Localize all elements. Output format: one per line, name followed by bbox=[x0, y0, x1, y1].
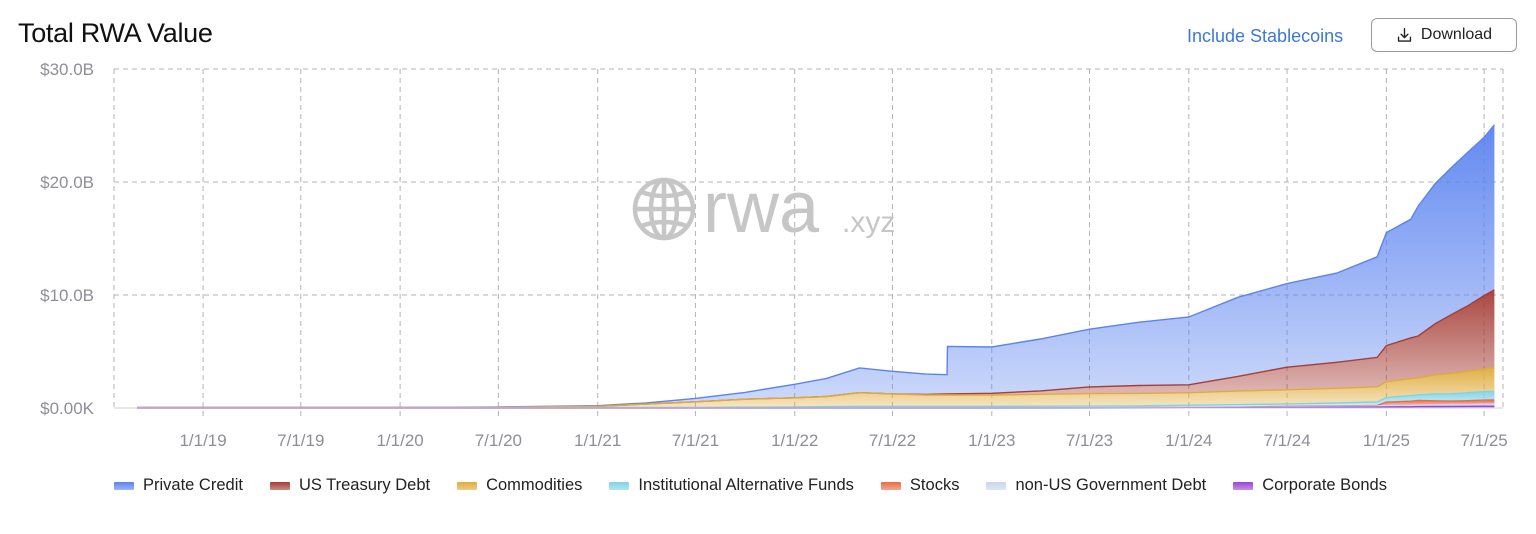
legend-item-institutional-alternative-funds[interactable]: Institutional Alternative Funds bbox=[609, 476, 854, 495]
legend-item-corporate-bonds[interactable]: Corporate Bonds bbox=[1233, 476, 1387, 495]
x-tick-label: 1/1/20 bbox=[376, 431, 423, 450]
x-tick-label: 1/1/21 bbox=[574, 431, 621, 450]
legend-item-non-us-government-debt[interactable]: non-US Government Debt bbox=[986, 476, 1206, 495]
y-tick-label: $20.0B bbox=[40, 173, 94, 192]
x-tick-label: 7/1/21 bbox=[672, 431, 719, 450]
legend-label: Commodities bbox=[486, 476, 583, 494]
legend-item-stocks[interactable]: Stocks bbox=[880, 476, 960, 495]
watermark-brand: rwa bbox=[703, 168, 820, 248]
legend-label: US Treasury Debt bbox=[298, 476, 431, 494]
legend-label: Corporate Bonds bbox=[1262, 476, 1387, 494]
legend-label: Private Credit bbox=[143, 476, 243, 494]
line-commodities bbox=[137, 367, 1495, 409]
legend-swatch bbox=[986, 481, 1007, 490]
x-tick-label: 7/1/25 bbox=[1460, 431, 1507, 450]
legend-item-us-treasury-debt[interactable]: US Treasury Debt bbox=[269, 476, 431, 495]
legend-label: non-US Government Debt bbox=[1015, 476, 1207, 494]
area-private-credit bbox=[137, 124, 1495, 408]
x-tick-label: 7/1/24 bbox=[1263, 431, 1310, 450]
y-tick-label: $10.0B bbox=[40, 286, 94, 305]
legend-swatch bbox=[1233, 481, 1254, 490]
legend-label: Stocks bbox=[909, 476, 960, 494]
legend-item-private-credit[interactable]: Private Credit bbox=[114, 476, 243, 495]
include-stablecoins-toggle[interactable]: Include Stablecoins bbox=[1187, 26, 1344, 46]
legend-label: Institutional Alternative Funds bbox=[638, 476, 854, 494]
x-tick-label: 1/1/25 bbox=[1363, 431, 1410, 450]
download-icon bbox=[1397, 27, 1412, 42]
area-commodities bbox=[137, 367, 1495, 408]
x-tick-label: 7/1/19 bbox=[277, 431, 324, 450]
legend-swatch bbox=[269, 481, 290, 490]
legend-item-commodities[interactable]: Commodities bbox=[457, 476, 582, 495]
axes: $0.00K $10.0B $20.0B $30.0B 1/1/19 7/1/19 1/1/… bbox=[40, 60, 1508, 450]
legend-swatch bbox=[457, 481, 478, 490]
legend-swatch bbox=[880, 481, 901, 490]
x-tick-label: 1/1/19 bbox=[179, 431, 226, 450]
line-private-credit bbox=[137, 124, 1495, 409]
legend-swatch bbox=[114, 481, 134, 490]
x-tick-label: 7/1/20 bbox=[475, 431, 522, 450]
x-tick-label: 7/1/22 bbox=[869, 431, 916, 450]
legend-swatch bbox=[609, 481, 630, 490]
watermark-suffix: .xyz bbox=[842, 206, 895, 239]
x-tick-label: 1/1/22 bbox=[771, 431, 818, 450]
y-tick-label: $0.00K bbox=[40, 399, 95, 418]
x-tick-label: 1/1/23 bbox=[968, 431, 1015, 450]
legend: Private Credit US Treasury Debt Commoditie… bbox=[114, 476, 1414, 495]
chart-title: Total RWA Value bbox=[18, 18, 213, 48]
download-label: Download bbox=[1420, 26, 1493, 43]
globe-icon bbox=[632, 177, 696, 241]
x-tick-label: 1/1/24 bbox=[1165, 431, 1212, 450]
download-button[interactable]: Download bbox=[1371, 18, 1517, 52]
y-tick-label: $30.0B bbox=[40, 60, 94, 79]
x-tick-label: 7/1/23 bbox=[1066, 431, 1113, 450]
rwa-watermark: rwa .xyz bbox=[632, 168, 895, 248]
